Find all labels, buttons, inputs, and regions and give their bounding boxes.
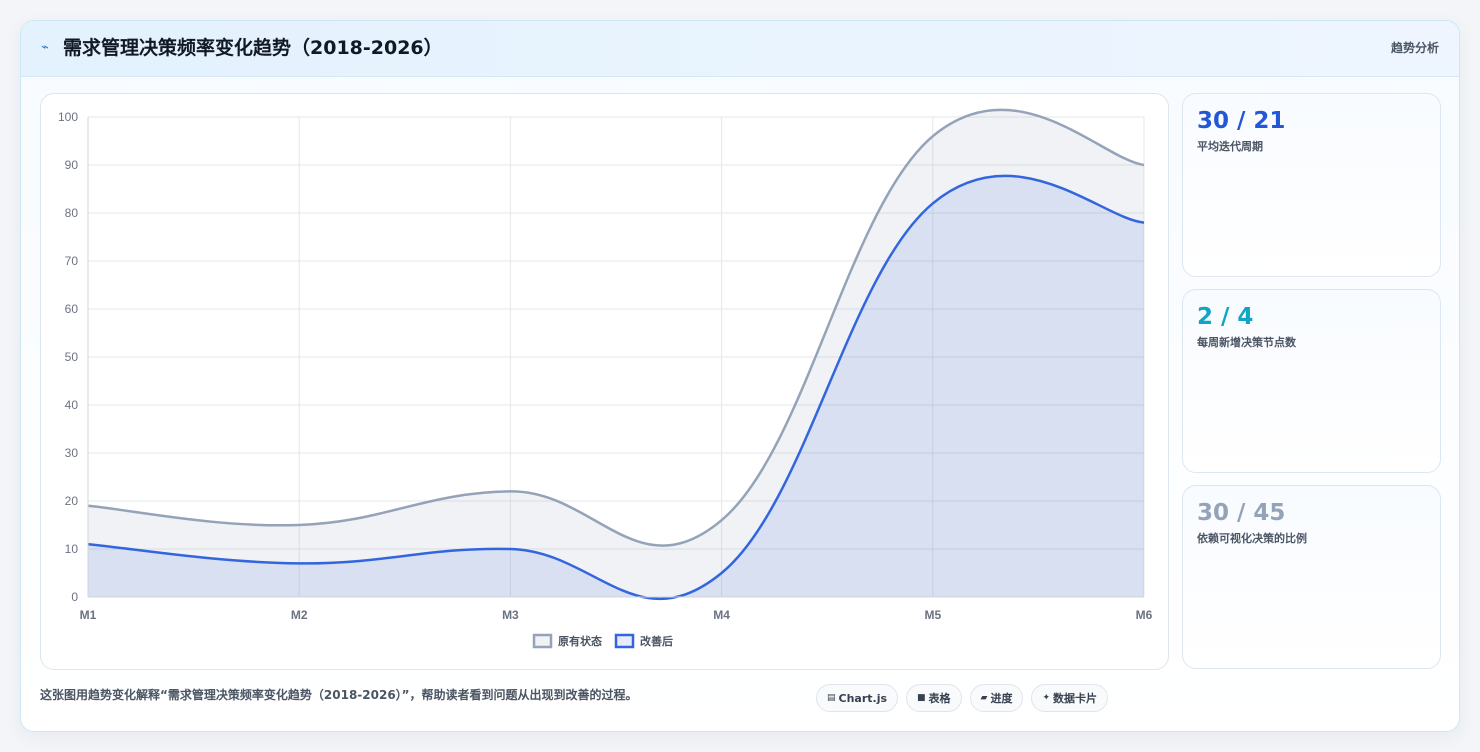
legend-label-1: 原有状态 — [558, 634, 602, 648]
stat-value: 2 / 4 — [1197, 304, 1254, 330]
y-tick-label: 30 — [65, 446, 79, 460]
legend-label-2: 改善后 — [640, 634, 673, 648]
y-tick-label: 10 — [65, 542, 79, 556]
y-tick-label: 100 — [58, 110, 78, 124]
chip-table[interactable]: ■ 表格 — [906, 684, 962, 712]
chip-data-card[interactable]: ✦ 数据卡片 — [1031, 684, 1109, 712]
stat-label: 依赖可视化决策的比例 — [1197, 532, 1307, 545]
trend-icon: ⌁ — [41, 40, 49, 55]
legend-swatch-2 — [614, 633, 635, 649]
area-chart: 0 10 20 30 40 50 60 70 80 90 100 M1 M2 M3 M4 M5 M6 原有状态 改善… — [58, 108, 1153, 649]
chip-progress[interactable]: ▰ 进度 — [969, 684, 1024, 712]
chip-label: Chart.js — [838, 691, 888, 705]
chart-description: 这张图用趋势变化解释“需求管理决策频率变化趋势（2018-2026）”，帮助读者… — [40, 688, 638, 702]
series-line-2 — [87, 174, 1145, 601]
x-tick-label: M3 — [502, 608, 519, 622]
chip-label: 表格 — [928, 692, 951, 705]
series-area-2 — [88, 175, 1144, 599]
chip-label: 数据卡片 — [1053, 692, 1098, 705]
stat-value: 30 / 45 — [1197, 500, 1286, 526]
chart-icon: ▤ — [827, 693, 836, 703]
y-tick-label: 40 — [65, 398, 79, 412]
card-header: ⌁ 需求管理决策频率变化趋势（2018-2026） 趋势分析 — [21, 21, 1459, 77]
stat-label: 每周新增决策节点数 — [1197, 336, 1296, 349]
page-title: 需求管理决策频率变化趋势（2018-2026） — [63, 37, 443, 59]
series-line-1 — [87, 108, 1145, 547]
x-tick-label: M6 — [1136, 608, 1153, 622]
stat-card-nodes: 2 / 4 每周新增决策节点数 — [1182, 289, 1441, 473]
chart-panel: 0 10 20 30 40 50 60 70 80 90 100 M1 M2 M3 M4 M5 M6 原有状态 改善… — [40, 93, 1169, 670]
series-area-1 — [88, 109, 1144, 597]
chip-label: 进度 — [990, 692, 1013, 705]
y-tick-label: 50 — [65, 350, 79, 364]
legend-swatch-1 — [532, 633, 553, 649]
tech-chips: ▤ Chart.js ■ 表格 ▰ 进度 ✦ 数据卡片 — [816, 684, 1109, 712]
dashboard-card: ⌁ 需求管理决策频率变化趋势（2018-2026） 趋势分析 0 10 20 30 40… — [20, 20, 1460, 732]
chip-chartjs[interactable]: ▤ Chart.js — [816, 684, 899, 712]
y-tick-label: 90 — [65, 158, 79, 172]
x-tick-label: M5 — [924, 608, 941, 622]
y-tick-label: 80 — [65, 206, 79, 220]
y-tick-label: 0 — [71, 590, 78, 604]
sparkle-icon: ✦ — [1042, 693, 1051, 703]
x-tick-label: M4 — [713, 608, 730, 622]
stat-value: 30 / 21 — [1197, 108, 1286, 134]
progress-icon: ▰ — [980, 693, 988, 703]
stat-card-ratio: 30 / 45 依赖可视化决策的比例 — [1182, 485, 1441, 669]
x-tick-label: M1 — [80, 608, 97, 622]
category-badge: 趋势分析 — [1390, 41, 1439, 55]
y-tick-label: 70 — [65, 254, 79, 268]
stat-card-iteration: 30 / 21 平均迭代周期 — [1182, 93, 1441, 277]
y-tick-label: 20 — [65, 494, 79, 508]
table-icon: ■ — [917, 693, 926, 703]
x-tick-label: M2 — [291, 608, 308, 622]
stat-label: 平均迭代周期 — [1197, 140, 1263, 153]
y-tick-label: 60 — [65, 302, 79, 316]
